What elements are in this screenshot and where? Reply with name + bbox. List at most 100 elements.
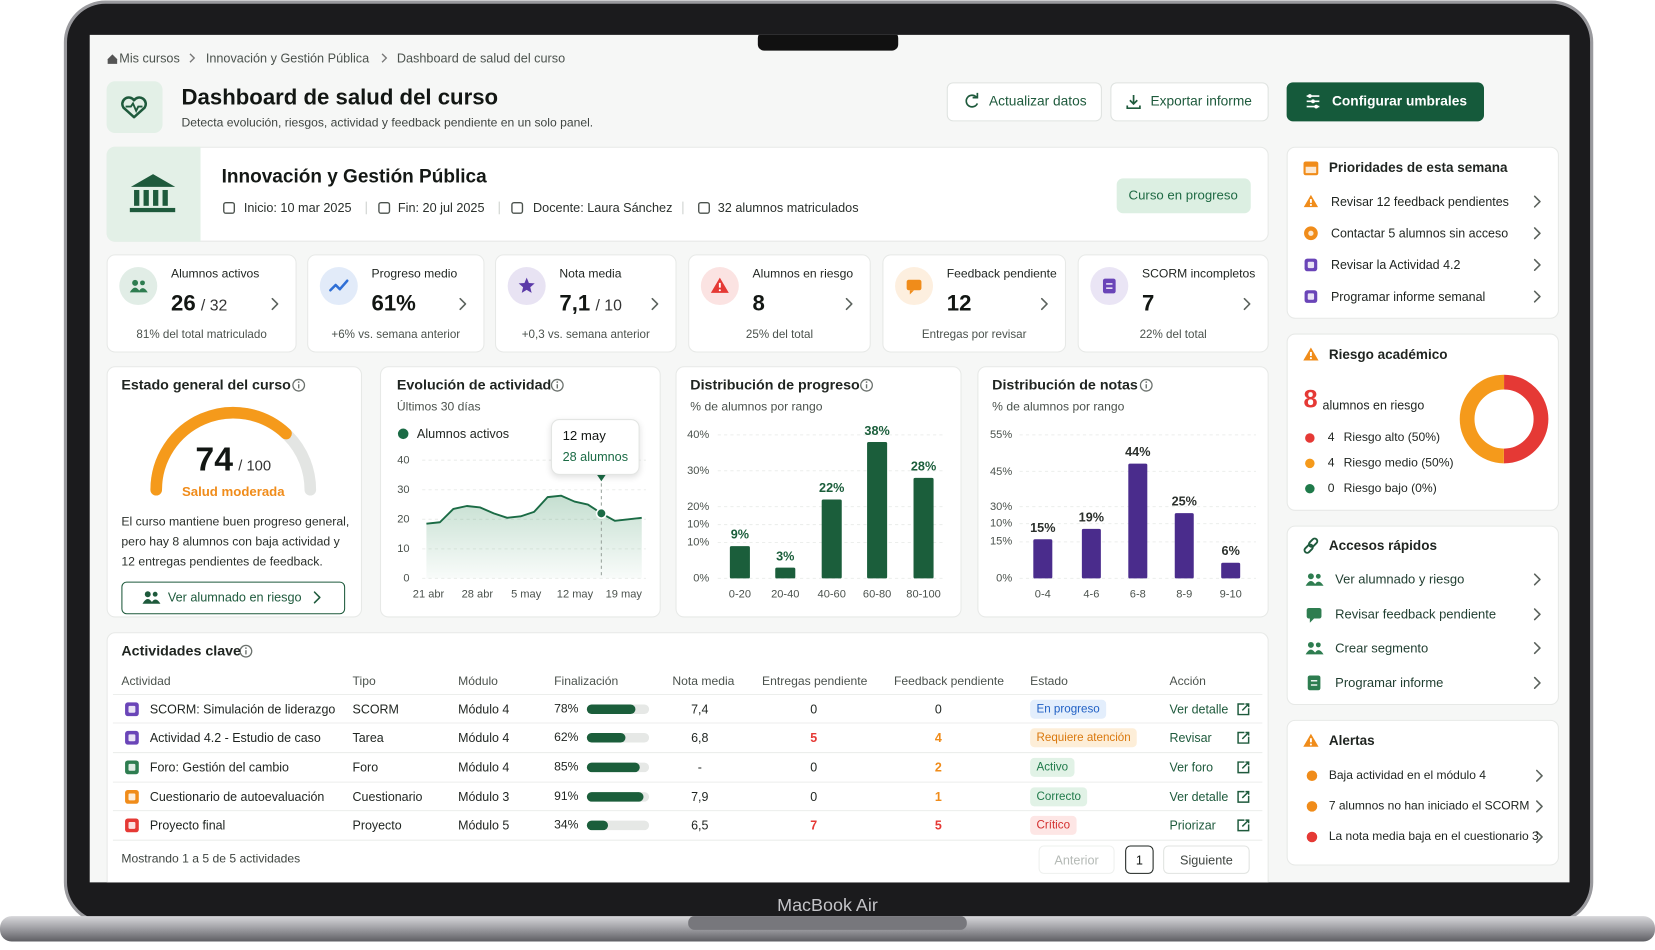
completion-bar [586,820,609,831]
kpi-card[interactable] [307,254,485,353]
bank-icon [162,189,168,206]
activity-name: Proyecto final [149,817,226,833]
chevron [845,297,853,311]
icon [144,591,151,598]
info-icon [865,381,868,383]
header-button[interactable] [1286,82,1485,122]
action-link[interactable]: Revisar [1169,730,1212,746]
icon [1307,675,1321,691]
donut-segment [1459,374,1549,464]
status-badge: Crítico [1030,815,1077,835]
table-header: Nota media [672,675,735,689]
breadcrumb-separator [189,53,196,63]
button-label[interactable]: Actualizar datos [988,92,1087,109]
priority-item[interactable]: Revisar 12 feedback pendientes [1330,194,1509,209]
y-tick-label: 55% [990,428,1013,442]
activity-name: Cuestionario de autoevaluación [149,789,325,805]
info-icon [556,381,559,383]
status-badge: Correcto [1030,787,1088,807]
x-tick-label: 19 may [605,587,642,601]
kpi-label: SCORM incompletos [1142,268,1256,281]
header-button[interactable] [946,82,1102,122]
alert-item[interactable]: 7 alumnos no han iniciado el SCORM [1328,800,1530,813]
priority-item[interactable]: Contactar 5 alumnos sin acceso [1330,225,1509,241]
gauge-fill [150,406,292,496]
button-label[interactable]: Configurar umbrales [1332,92,1467,109]
kpi-card[interactable] [688,254,871,353]
alert-item[interactable]: Baja actividad en el módulo 4 [1328,769,1486,783]
pagination-button [1038,845,1115,874]
kpi-note: 81% del total matriculado [136,328,267,341]
quick-access-link[interactable]: Ver alumnado y riesgo [1335,572,1465,587]
breadcrumb-item[interactable]: Innovación y Gestión Pública [205,50,370,66]
pagination-label[interactable]: 1 [1135,852,1143,868]
bar-value-label: 19% [1078,509,1105,525]
x-tick-label: 4-6 [1083,587,1100,601]
quick-access-link[interactable]: Crear segmento [1335,640,1429,656]
course-status-badge [1116,178,1251,214]
icon [1237,731,1250,744]
icon [128,705,136,713]
action-link[interactable]: Ver detalle [1169,701,1229,717]
action-link[interactable]: Priorizar [1169,817,1216,833]
kpi-note: 22% del total [1139,328,1207,341]
bar-value-label: 15% [1030,520,1056,536]
button-label[interactable]: Exportar informe [1150,92,1252,109]
kpi-card[interactable] [106,254,297,353]
health-button[interactable] [121,581,346,615]
kpi-card[interactable] [495,254,677,353]
icon [1307,641,1314,648]
table-footer: Mostrando 1 a 5 de 5 actividades [121,852,301,866]
quick-access-link[interactable]: Revisar feedback pendiente [1335,606,1497,622]
pagination-label[interactable]: Siguiente [1180,852,1233,868]
activity-grade: 6,5 [691,817,709,833]
activity-module: Módulo 4 [458,730,510,746]
pending-submissions: 0 [810,701,818,717]
y-tick-label: 10% [990,517,1013,530]
icon [1237,761,1250,774]
health-button-label[interactable]: Ver alumnado en riesgo [167,590,302,605]
bank-icon [134,189,140,206]
chevron [313,591,321,604]
pagination-button[interactable] [1163,845,1250,874]
kpi-label: Feedback pendiente [946,268,1057,281]
pagination-button[interactable] [1125,845,1154,874]
y-tick-label: 45% [990,465,1013,478]
icon [1315,573,1321,579]
action-link[interactable]: Ver detalle [1169,789,1229,805]
pending-submissions: 0 [810,759,818,775]
tooltip-value: 28 alumnos [562,449,629,465]
bar-value-label: 22% [819,480,845,496]
activity-module: Módulo 5 [458,817,510,833]
kpi-card[interactable] [882,254,1067,353]
card-title: Riesgo académico [1328,346,1448,363]
y-tick-label: 30 [397,483,410,497]
breadcrumb-item[interactable]: Mis cursos [119,50,180,66]
activity-grade: - [697,759,702,775]
priority-item[interactable]: Revisar la Actividad 4.2 [1330,257,1461,273]
icon [128,763,136,771]
quick-access-link[interactable]: Programar informe [1335,675,1444,691]
icon [906,279,922,291]
grades_chart-card [977,366,1269,618]
kpi-value-number: 26 [170,291,196,316]
bar [913,477,934,579]
priority-item[interactable]: Programar informe semanal [1330,289,1486,304]
course-meta: Inicio: 10 mar 2025 [243,200,352,216]
kpi-card[interactable] [1077,254,1269,353]
x-tick-label: 60-80 [862,587,892,601]
chevron [1533,608,1541,621]
alert-item[interactable]: La nota media baja en el cuestionario 3 [1328,830,1539,844]
action-link[interactable]: Ver foro [1169,759,1214,775]
pending-feedback: 5 [934,817,942,833]
bar [1174,513,1194,579]
kpi-value-number: 61% [371,291,416,316]
card-title: Distribución de notas [992,376,1138,393]
completion-bar [586,792,644,802]
completion-label: 85% [554,761,579,774]
icon [1308,230,1314,236]
legend-value: 4 [1327,431,1335,445]
status-badge: En progreso [1030,699,1107,719]
y-tick-label: 15% [990,535,1013,549]
